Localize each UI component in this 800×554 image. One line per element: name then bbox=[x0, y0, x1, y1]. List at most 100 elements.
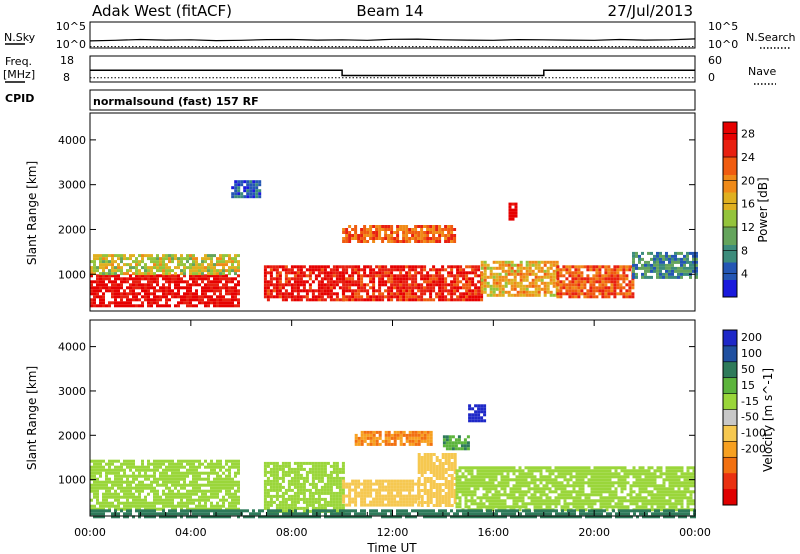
data-cell bbox=[584, 472, 588, 476]
data-cell bbox=[393, 497, 397, 501]
data-cell bbox=[225, 283, 228, 287]
data-cell bbox=[132, 495, 135, 499]
data-cell bbox=[234, 298, 237, 302]
data-cell bbox=[138, 468, 141, 472]
data-cell bbox=[156, 512, 159, 516]
data-cell bbox=[171, 483, 174, 487]
data-cell bbox=[345, 268, 349, 272]
data-cell bbox=[581, 475, 585, 479]
data-cell bbox=[342, 283, 346, 287]
data-cell bbox=[659, 263, 662, 267]
data-cell bbox=[462, 283, 466, 287]
data-cell bbox=[348, 500, 352, 504]
data-cell bbox=[680, 475, 684, 479]
freq-panel: Freq. [MHz] 18 8 60 0 Nave bbox=[3, 54, 776, 85]
data-cell bbox=[231, 501, 234, 505]
data-cell bbox=[372, 295, 376, 299]
data-cell bbox=[290, 283, 294, 287]
data-cell bbox=[153, 492, 156, 496]
data-cell bbox=[293, 295, 297, 299]
data-cell bbox=[578, 475, 582, 479]
data-cell bbox=[577, 268, 581, 272]
data-cell bbox=[237, 189, 241, 193]
data-cell bbox=[290, 506, 294, 510]
data-cell bbox=[210, 280, 213, 284]
data-cell bbox=[390, 292, 394, 296]
data-cell bbox=[485, 505, 489, 509]
data-cell bbox=[204, 492, 207, 496]
data-cell bbox=[549, 263, 553, 267]
data-cell bbox=[426, 283, 430, 287]
data-cell bbox=[237, 269, 240, 273]
data-cell bbox=[177, 459, 180, 463]
data-cell bbox=[237, 195, 241, 199]
data-cell bbox=[332, 461, 336, 465]
data-cell bbox=[466, 435, 470, 439]
data-cell bbox=[102, 280, 105, 284]
data-cell bbox=[581, 499, 585, 503]
data-cell bbox=[189, 286, 192, 290]
data-cell bbox=[426, 298, 430, 302]
data-cell bbox=[625, 295, 629, 299]
data-cell bbox=[447, 483, 451, 486]
data-cell bbox=[492, 272, 496, 276]
data-cell bbox=[495, 284, 499, 288]
data-cell bbox=[114, 277, 117, 281]
data-cell bbox=[604, 283, 608, 287]
data-cell bbox=[222, 263, 225, 267]
data-cell bbox=[117, 474, 120, 478]
data-cell bbox=[354, 265, 358, 269]
data-cell bbox=[607, 295, 611, 299]
data-cell bbox=[447, 486, 451, 489]
data-cell bbox=[471, 416, 475, 420]
data-cell bbox=[332, 506, 336, 510]
data-cell bbox=[506, 469, 510, 473]
data-cell bbox=[596, 499, 600, 503]
data-cell bbox=[629, 487, 633, 491]
data-cell bbox=[111, 301, 114, 305]
data-cell bbox=[141, 304, 144, 308]
data-cell bbox=[255, 180, 259, 184]
data-cell bbox=[363, 237, 367, 240]
data-cell bbox=[378, 482, 382, 486]
data-cell bbox=[144, 504, 147, 508]
data-cell bbox=[180, 474, 183, 478]
data-cell bbox=[369, 298, 373, 302]
data-cell bbox=[598, 268, 602, 272]
data-cell bbox=[622, 280, 626, 284]
data-cell bbox=[372, 234, 376, 237]
data-cell bbox=[632, 475, 636, 479]
data-cell bbox=[147, 301, 150, 305]
data-cell bbox=[423, 433, 427, 437]
data-cell bbox=[426, 237, 430, 240]
data-cell bbox=[296, 265, 300, 269]
data-cell bbox=[105, 492, 108, 496]
power-cells bbox=[90, 180, 698, 308]
data-cell bbox=[429, 439, 433, 443]
data-cell bbox=[605, 499, 609, 503]
data-cell bbox=[243, 186, 247, 190]
data-cell bbox=[620, 499, 624, 503]
data-cell bbox=[671, 275, 674, 279]
data-cell bbox=[605, 484, 609, 488]
data-cell bbox=[375, 295, 379, 299]
data-cell bbox=[351, 479, 355, 483]
data-cell bbox=[296, 280, 300, 284]
data-cell bbox=[144, 507, 147, 511]
data-cell bbox=[126, 280, 129, 284]
data-cell bbox=[495, 293, 499, 297]
data-cell bbox=[476, 502, 480, 506]
data-cell bbox=[453, 298, 457, 302]
data-cell bbox=[384, 430, 388, 434]
data-cell bbox=[366, 491, 370, 495]
data-cell bbox=[329, 497, 333, 501]
data-cell bbox=[117, 477, 120, 481]
data-cell bbox=[228, 304, 231, 308]
data-cell bbox=[171, 269, 174, 273]
data-cell bbox=[459, 280, 463, 284]
data-cell bbox=[357, 295, 361, 299]
data-cell bbox=[635, 505, 639, 509]
data-cell bbox=[447, 228, 451, 231]
data-cell bbox=[135, 304, 138, 308]
data-cell bbox=[114, 280, 117, 284]
